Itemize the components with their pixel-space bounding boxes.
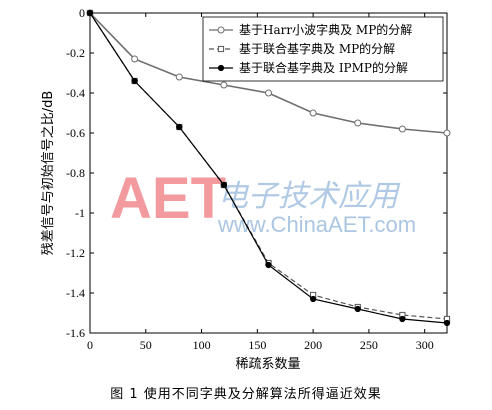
watermark-logo: AET — [110, 166, 226, 231]
data-point-harr-mp — [175, 73, 183, 81]
y-tick-label: -0.4 — [66, 86, 85, 100]
x-tick-label: 200 — [304, 338, 322, 352]
legend-swatch-marker — [217, 45, 225, 53]
legend-swatch-marker — [217, 26, 225, 34]
y-axis-title: 残差信号与初始信号之比/dB — [41, 91, 56, 256]
x-tick-label: 50 — [140, 338, 152, 352]
data-point-joint-ipmp — [399, 315, 406, 323]
y-tick-label: -0.8 — [66, 166, 85, 180]
y-tick-label: -1.6 — [66, 326, 85, 340]
x-tick-label: 0 — [87, 338, 93, 352]
figure-caption: 图 1 使用不同字典及分解算法所得逼近效果 — [110, 387, 382, 402]
x-tick-labels: 0 50 100 150 200 250 300 — [87, 338, 434, 352]
data-point-harr-mp — [354, 119, 362, 127]
y-tick-label: -1.4 — [66, 286, 85, 300]
data-point-harr-mp — [131, 55, 139, 63]
watermark-chinese: 电子技术应用 — [218, 179, 401, 214]
legend-label: 基于联合基字典及 IPMP的分解 — [239, 60, 408, 75]
data-point-harr-mp — [398, 125, 406, 133]
data-point-joint-ipmp — [265, 261, 272, 269]
legend-label: 基于联合基字典及 MP的分解 — [239, 41, 395, 56]
data-point-joint-ipmp — [131, 77, 138, 85]
legend-item-joint-mp: 基于联合基字典及 MP的分解 — [209, 41, 395, 56]
data-point-joint-ipmp — [176, 123, 183, 131]
legend-box — [202, 16, 444, 82]
data-point-joint-ipmp — [86, 9, 94, 17]
data-point-joint-ipmp — [354, 305, 361, 313]
x-tick-label: 250 — [360, 338, 378, 352]
legend-label: 基于Harr小波字典及 MP的分解 — [239, 22, 412, 37]
y-tick-label: -0.6 — [66, 126, 85, 140]
x-axis-title: 稀疏系数量 — [235, 357, 300, 372]
y-tick-labels: 0 -0.2 -0.4 -0.6 -0.8 -1 -1.2 -1.4 -1.6 — [66, 6, 85, 340]
x-tick-label: 300 — [416, 338, 434, 352]
series-joint-ipmp — [86, 9, 451, 327]
data-point-harr-mp — [443, 129, 451, 137]
data-point-joint-ipmp — [220, 181, 227, 189]
watermark: AET 电子技术应用 www.ChinaAET.com — [110, 166, 416, 237]
y-tick-label: -1 — [75, 206, 85, 220]
data-point-joint-ipmp — [443, 319, 451, 327]
legend-item-harr-mp: 基于Harr小波字典及 MP的分解 — [209, 22, 412, 37]
data-point-harr-mp — [309, 109, 317, 117]
legend-item-joint-ipmp: 基于联合基字典及 IPMP的分解 — [209, 60, 408, 75]
series-layer — [86, 9, 451, 327]
x-tick-label: 150 — [248, 338, 266, 352]
x-tick-label: 100 — [193, 338, 211, 352]
data-point-harr-mp — [265, 89, 272, 97]
y-tick-label: -0.2 — [66, 46, 85, 60]
y-tick-label: 0 — [79, 6, 85, 20]
data-point-joint-ipmp — [310, 295, 317, 303]
data-point-harr-mp — [220, 81, 228, 89]
y-tick-label: -1.2 — [66, 246, 85, 260]
axis-ticks — [89, 12, 447, 334]
legend-swatch-marker — [217, 64, 225, 72]
